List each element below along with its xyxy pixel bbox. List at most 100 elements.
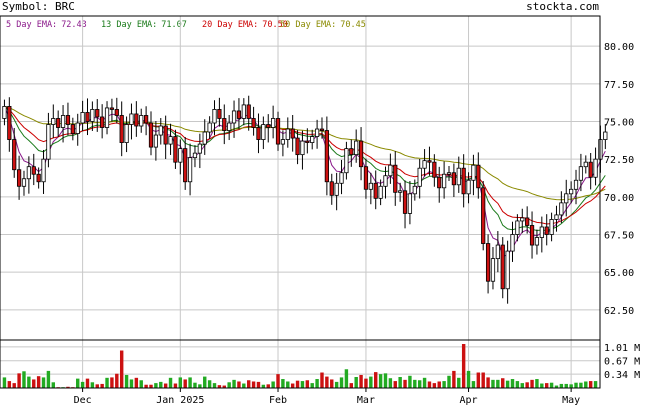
volume-bar [588, 381, 593, 388]
volume-bar [593, 381, 598, 388]
candle-down [500, 244, 505, 290]
candle-up [378, 185, 383, 199]
candle-up [202, 131, 207, 145]
candle-up [442, 173, 447, 189]
candle-up [104, 107, 110, 128]
candle-up [422, 160, 427, 169]
candle-up [285, 128, 290, 140]
volume-bar [76, 378, 80, 388]
candle-down [363, 166, 369, 190]
volume-bar [232, 379, 236, 388]
candle-up [314, 128, 320, 137]
ema-legend: 5 Day EMA: 72.43 13 Day EMA: 71.07 20 Day … [6, 20, 366, 30]
candle-down [529, 225, 535, 246]
volume-bar [383, 373, 388, 388]
volume-bar [417, 380, 422, 388]
candle-up [564, 193, 569, 204]
volume-bar [378, 374, 383, 388]
candle-up [310, 136, 315, 143]
volume-bar [564, 383, 568, 388]
candle-up [300, 140, 305, 156]
candle-up [593, 158, 598, 178]
volume-bar [447, 375, 451, 388]
candle-up [534, 237, 540, 246]
legend-ema13-value: 71.07 [161, 20, 187, 30]
candle-down [275, 118, 281, 145]
volume-bar [159, 381, 163, 388]
volume-bar [344, 369, 349, 388]
volume-bar [354, 377, 358, 388]
x-tick-label: Mar [357, 395, 375, 406]
candle-up [407, 193, 413, 214]
volume-bar [129, 379, 134, 388]
candle-down [324, 130, 329, 183]
volume-bar [486, 377, 490, 388]
y-tick-label: 75.00 [604, 117, 634, 128]
volume-bar [119, 350, 124, 388]
candle-up [75, 122, 80, 134]
candle-up [539, 226, 544, 238]
volume-bar [408, 375, 412, 388]
candle-up [139, 115, 144, 127]
volume-bar [178, 377, 183, 388]
volume-bar [403, 379, 407, 388]
candle-down [588, 161, 593, 178]
candle-down [70, 124, 75, 134]
candle-up [168, 136, 173, 145]
volume-bar [85, 378, 90, 388]
volume-bar [569, 384, 573, 388]
volume-bar [540, 383, 544, 388]
volume-bar [149, 384, 153, 388]
candle-down [222, 118, 227, 131]
volume-bar [334, 381, 339, 388]
volume-bar [442, 381, 446, 388]
candle-up [153, 134, 158, 148]
volume-bar [290, 383, 295, 388]
volume-bar [584, 381, 588, 388]
candle-up [520, 217, 525, 222]
volume-bar [305, 380, 310, 388]
candle-up [559, 202, 564, 216]
volume-bar [388, 378, 393, 388]
candle-up [2, 106, 7, 119]
volume-panel-border [0, 339, 601, 389]
volume-bar [559, 383, 564, 388]
volume-bar [398, 377, 402, 388]
legend-ema5-value: 72.43 [61, 20, 87, 30]
candles [2, 95, 608, 304]
volume-bar [100, 383, 104, 388]
candle-up [456, 167, 461, 186]
ema50-line [4, 105, 606, 201]
candle-up [603, 131, 608, 140]
x-tick-label: Apr [460, 395, 478, 406]
candle-up [51, 118, 56, 125]
legend-ema20-label: 20 Day EMA: [202, 20, 258, 30]
candle-up [271, 118, 276, 128]
volume-bar [457, 377, 461, 388]
candle-down [251, 118, 256, 128]
volume-bar [330, 379, 334, 388]
volume-bar [51, 382, 56, 388]
candle-down [85, 112, 90, 122]
candle-up [471, 164, 476, 181]
x-tick-label: Dec [74, 395, 92, 406]
volume-bar [168, 377, 173, 388]
candle-up [334, 182, 339, 196]
volume-bar [237, 381, 241, 388]
candle-up [398, 190, 403, 193]
volume-bar [207, 380, 212, 388]
candle-down [305, 140, 310, 143]
volume-bar [242, 383, 246, 388]
candle-up [490, 258, 496, 282]
candle-down [119, 115, 124, 143]
site-label: stockta.com [526, 0, 599, 13]
volume-bar [295, 380, 300, 388]
candle-down [148, 122, 154, 148]
candle-up [412, 185, 417, 195]
volume-bar [481, 372, 485, 388]
volume-bar [183, 379, 187, 388]
candle-down [56, 118, 61, 128]
candle-up [280, 139, 286, 145]
volume-bar [95, 384, 99, 388]
candle-up [231, 110, 237, 124]
